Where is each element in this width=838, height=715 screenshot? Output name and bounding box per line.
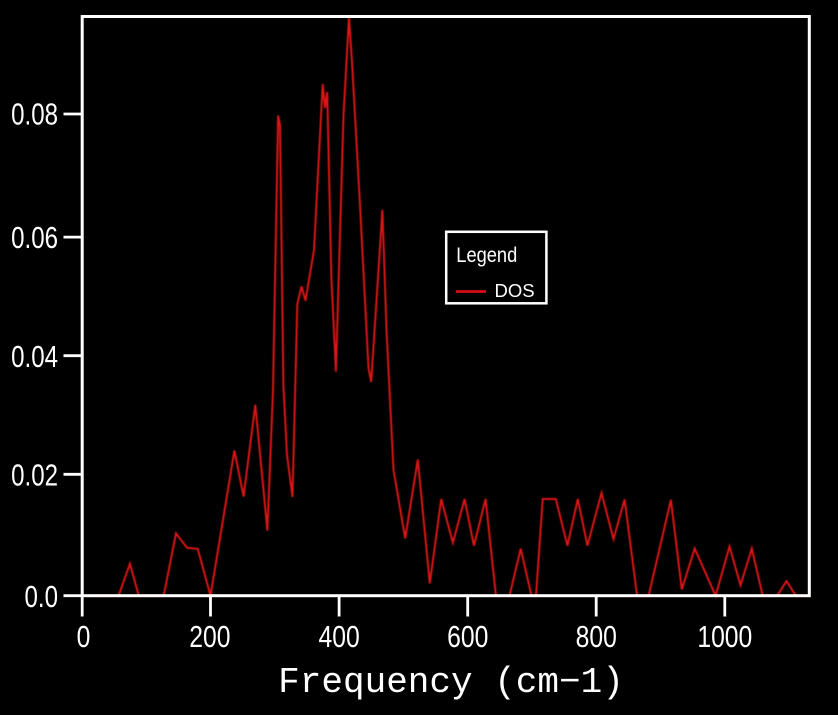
svg-text:0.0: 0.0	[25, 579, 58, 613]
svg-text:1000: 1000	[697, 619, 752, 653]
svg-text:Frequency (cm−1): Frequency (cm−1)	[278, 662, 624, 703]
svg-text:0: 0	[77, 619, 91, 653]
svg-text:800: 800	[576, 619, 617, 653]
svg-text:0.04: 0.04	[11, 339, 58, 373]
svg-text:DOS: DOS	[495, 280, 535, 301]
svg-text:600: 600	[447, 619, 488, 653]
svg-text:200: 200	[189, 619, 230, 653]
svg-text:Legend: Legend	[456, 244, 517, 267]
svg-text:0.02: 0.02	[11, 458, 58, 492]
svg-text:0.06: 0.06	[11, 220, 58, 254]
svg-text:0.08: 0.08	[11, 97, 58, 131]
svg-text:400: 400	[318, 619, 359, 653]
